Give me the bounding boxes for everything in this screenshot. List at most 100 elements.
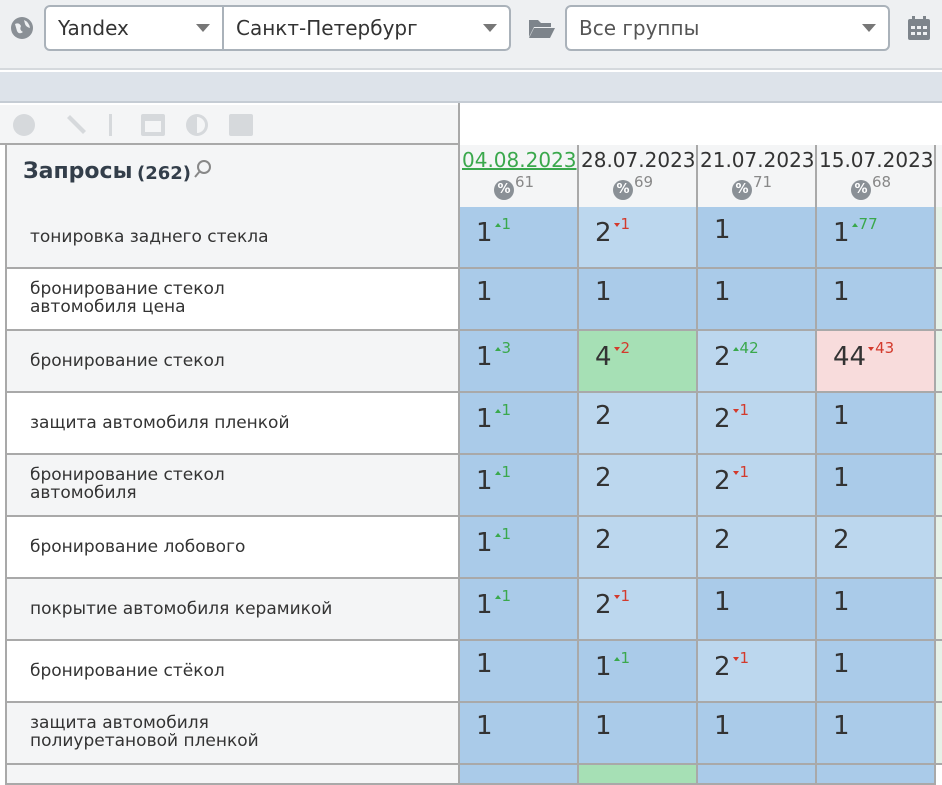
next-column-cell bbox=[936, 517, 942, 579]
position-value: 1 bbox=[833, 401, 850, 431]
query[interactable]: тонировка заднего стекла bbox=[30, 228, 269, 246]
position-cell: 1 bbox=[698, 269, 817, 331]
query[interactable]: бронирование стекол bbox=[30, 352, 225, 370]
change-value: 1 bbox=[739, 649, 750, 667]
date: 21.07.2023 bbox=[700, 148, 815, 172]
next-column-cell bbox=[936, 331, 942, 393]
position-cell: 1 bbox=[817, 641, 936, 703]
next-column-cell bbox=[936, 455, 942, 517]
position-value: 1 bbox=[714, 277, 731, 307]
position: 1 77 bbox=[833, 215, 878, 248]
partial-cell bbox=[460, 765, 579, 785]
next-column-cell bbox=[936, 393, 942, 455]
query-line: бронирование стекол bbox=[30, 465, 225, 485]
position-change: 1 bbox=[494, 215, 511, 233]
change-value: 43 bbox=[875, 339, 895, 357]
date[interactable]: 04.08.2023 bbox=[462, 148, 577, 172]
position-cell: 1 bbox=[698, 703, 817, 765]
query-cell: бронирование стекол автомобиля цена bbox=[5, 269, 460, 331]
globe-icon[interactable] bbox=[10, 16, 34, 40]
query[interactable]: бронирование стекол автомобиля цена bbox=[30, 280, 225, 316]
trend-arrow bbox=[494, 595, 501, 599]
position-value: 1 bbox=[833, 277, 850, 307]
position-cell: 44 43 bbox=[817, 331, 936, 393]
trend-arrow bbox=[494, 223, 501, 227]
position: 1 bbox=[833, 587, 850, 617]
position-value: 1 bbox=[595, 652, 612, 682]
position: 1 bbox=[714, 587, 731, 617]
trend-arrow bbox=[494, 347, 501, 351]
region-text: Санкт-Петербург bbox=[236, 16, 418, 40]
position-change: 1 bbox=[732, 401, 750, 419]
trend-arrow bbox=[613, 347, 620, 351]
position: 1 bbox=[476, 711, 493, 741]
position-cell: 1 bbox=[817, 579, 936, 641]
position: 1 bbox=[595, 277, 612, 307]
position: 2 bbox=[714, 525, 731, 555]
engine-select[interactable]: Yandex bbox=[44, 5, 224, 51]
date: 28.07.2023 bbox=[581, 148, 696, 172]
position-value: 1 bbox=[714, 711, 731, 741]
query[interactable]: покрытие автомобиля керамикой bbox=[30, 600, 332, 618]
query[interactable]: бронирование лобового bbox=[30, 538, 245, 556]
position: 1 bbox=[595, 711, 612, 741]
calendar-icon[interactable] bbox=[907, 15, 931, 41]
query[interactable]: защита автомобиля полиуретановой пленкой bbox=[30, 714, 259, 750]
query[interactable]: защита автомобиля пленкой bbox=[30, 414, 290, 432]
percent-icon: % bbox=[613, 180, 633, 200]
query[interactable]: бронирование стекол автомобиля bbox=[30, 466, 225, 502]
change-value: 1 bbox=[501, 463, 512, 481]
query-cell: бронирование стекол bbox=[5, 331, 460, 393]
change-value: 1 bbox=[620, 649, 631, 667]
position-value: 1 bbox=[476, 218, 493, 248]
position-value: 2 bbox=[714, 466, 731, 496]
query-line: тонировка заднего стекла bbox=[30, 227, 269, 247]
position-change: 77 bbox=[851, 215, 878, 233]
position: 1 bbox=[833, 463, 850, 493]
position-cell: 1 bbox=[817, 703, 936, 765]
region-select[interactable]: Санкт-Петербург bbox=[222, 5, 511, 51]
position-change: 42 bbox=[732, 339, 759, 357]
folder-icon[interactable] bbox=[528, 17, 556, 39]
position-value: 1 bbox=[833, 218, 850, 248]
trend-arrow bbox=[494, 409, 501, 413]
position-value: 2 bbox=[714, 652, 731, 682]
search-icon[interactable] bbox=[193, 159, 213, 179]
icon-row-right bbox=[460, 105, 942, 145]
date-header: 21.07.2023% 71 bbox=[698, 145, 817, 209]
query[interactable]: бронирование стёкол bbox=[30, 662, 225, 680]
position-cell: 2 bbox=[817, 517, 936, 579]
position-value: 2 bbox=[595, 401, 612, 431]
group-select[interactable]: Все группы bbox=[565, 5, 890, 51]
position-value: 4 bbox=[595, 342, 612, 372]
position: 1 bbox=[833, 401, 850, 431]
position-value: 2 bbox=[595, 590, 612, 620]
query-line: защита автомобиля bbox=[30, 713, 209, 733]
percent-icon: % bbox=[494, 180, 514, 200]
next-column-cell bbox=[936, 269, 942, 331]
position-value: 1 bbox=[476, 404, 493, 434]
position: 2 bbox=[595, 525, 612, 555]
position: 1 bbox=[714, 277, 731, 307]
position: 2 bbox=[595, 401, 612, 431]
position-value: 44 bbox=[833, 342, 867, 372]
query-line: автомобиля bbox=[30, 483, 137, 503]
change-value: 1 bbox=[739, 463, 750, 481]
change-value: 1 bbox=[739, 401, 750, 419]
percent: 71 bbox=[753, 173, 773, 191]
query-header: Запросы (262) bbox=[5, 145, 460, 209]
trend-arrow bbox=[613, 657, 620, 661]
